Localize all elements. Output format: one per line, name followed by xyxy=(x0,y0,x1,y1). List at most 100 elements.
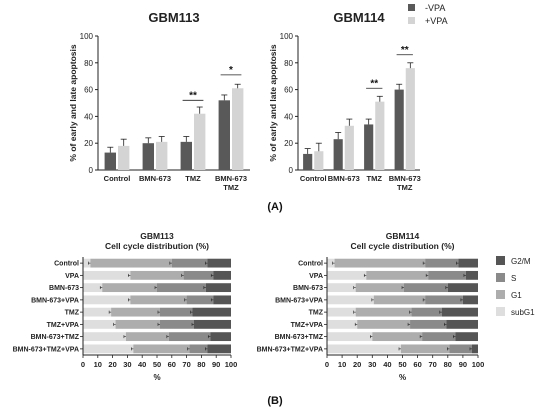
legend-swatch-g1 xyxy=(496,290,505,299)
panel-label-a: (A) xyxy=(267,201,283,213)
y-tick-label: BMN-673+TMZ xyxy=(31,334,80,341)
y-tick-label: 40 xyxy=(84,112,93,121)
bar-segment-g1 xyxy=(133,344,190,354)
bar-neg-vpa xyxy=(104,152,116,170)
bar-segment-subg1 xyxy=(83,319,116,329)
bar-segment-g1 xyxy=(90,258,172,268)
x-tick-label: TMZ xyxy=(223,183,239,192)
y-tick-label: TMZ xyxy=(309,310,324,317)
bar-segment-subg1 xyxy=(83,332,126,342)
y-tick-label: BMN-673+VPA xyxy=(275,297,323,304)
legend-label-subg1: subG1 xyxy=(511,308,535,317)
bar-segment-g2m xyxy=(192,307,231,317)
bar-segment-g1 xyxy=(115,319,160,329)
bar-segment-subg1 xyxy=(327,283,356,293)
bar-segment-s xyxy=(404,283,448,293)
chart-title: GBM114 xyxy=(333,10,385,25)
bar-segment-g1 xyxy=(130,270,184,280)
x-axis-label: % xyxy=(153,373,160,382)
bar-segment-g1 xyxy=(355,307,412,317)
bar-segment-s xyxy=(159,319,194,329)
bar-segment-g2m xyxy=(455,332,478,342)
y-tick-label: 20 xyxy=(284,139,293,148)
y-axis-label: % of early and late apoptosis xyxy=(68,44,78,161)
bar-neg-vpa xyxy=(394,89,404,170)
bar-neg-vpa xyxy=(333,139,343,170)
legend-swatch-neg-vpa xyxy=(408,4,415,11)
y-tick-label: 80 xyxy=(84,59,93,68)
y-tick-label: BMN-673+TMZ+VPA xyxy=(257,346,323,353)
bar-segment-g2m xyxy=(207,258,231,268)
x-tick-label: BMN-673 xyxy=(389,174,421,183)
bar-neg-vpa xyxy=(180,141,192,170)
bar-pos-vpa xyxy=(344,125,354,170)
bar-segment-g1 xyxy=(334,258,426,268)
legend-label-neg-vpa: -VPA xyxy=(425,3,445,13)
bar-segment-subg1 xyxy=(327,307,356,317)
x-tick-label: 60 xyxy=(168,360,176,369)
x-tick-label: 100 xyxy=(472,360,485,369)
bar-segment-g2m xyxy=(441,307,478,317)
x-tick-label: TMZ xyxy=(185,174,201,183)
bar-segment-s xyxy=(159,307,193,317)
bar-neg-vpa xyxy=(364,124,374,170)
x-tick-label: 90 xyxy=(212,360,220,369)
bar-segment-s xyxy=(183,270,214,280)
x-tick-label: 70 xyxy=(182,360,190,369)
bar-segment-s xyxy=(422,332,456,342)
y-tick-label: 80 xyxy=(284,59,293,68)
bar-pos-vpa xyxy=(194,113,206,170)
bar-segment-g1 xyxy=(373,295,426,305)
apoptosis-chart-gbm114: GBM114 % of early and late apoptosis 0 20 40… xyxy=(268,10,421,192)
y-tick-label: Control xyxy=(298,261,323,268)
bar-segment-subg1 xyxy=(327,344,401,354)
x-tick-label: 30 xyxy=(368,360,376,369)
x-tick-label: 50 xyxy=(153,360,161,369)
y-tick-label: VPA xyxy=(309,273,323,280)
x-axis-label: % xyxy=(399,373,406,382)
chart-subtitle: Cell cycle distribution (%) xyxy=(351,241,455,251)
y-tick-label: 60 xyxy=(284,86,293,95)
bar-segment-s xyxy=(171,258,208,268)
bar-segment-g1 xyxy=(355,283,405,293)
x-tick-label: TMZ xyxy=(367,174,383,183)
y-tick-label: 100 xyxy=(80,32,94,41)
y-tick-label: 20 xyxy=(84,139,93,148)
bar-segment-s xyxy=(189,344,208,354)
bar-segment-g2m xyxy=(462,295,478,305)
bar-segment-g1 xyxy=(111,307,160,317)
bar-segment-s xyxy=(425,258,459,268)
bar-segment-s xyxy=(411,307,442,317)
bar-segment-subg1 xyxy=(83,295,131,305)
bar-pos-vpa xyxy=(375,101,385,170)
bar-segment-s xyxy=(428,270,466,280)
bar-segment-g2m xyxy=(446,319,478,329)
legend-b: G2/M S G1 subG1 xyxy=(496,256,535,317)
x-tick-label: BMN-673 xyxy=(215,174,247,183)
bar-segment-g2m xyxy=(210,332,231,342)
legend-label-s: S xyxy=(511,274,516,283)
x-tick-label: 60 xyxy=(413,360,421,369)
legend-swatch-s xyxy=(496,273,505,282)
y-tick-label: 0 xyxy=(289,166,294,175)
y-tick-label: VPA xyxy=(65,273,79,280)
legend-a: -VPA +VPA xyxy=(408,3,448,26)
bar-segment-g2m xyxy=(207,344,231,354)
bar-pos-vpa xyxy=(314,151,324,170)
significance-marker: ** xyxy=(189,90,197,101)
x-tick-label: 80 xyxy=(197,360,205,369)
legend-swatch-pos-vpa xyxy=(408,17,415,24)
y-tick-label: BMN-673+VPA xyxy=(31,297,79,304)
bar-segment-s xyxy=(425,295,463,305)
significance-marker: * xyxy=(229,65,233,76)
legend-swatch-subg1 xyxy=(496,307,505,316)
bar-segment-s xyxy=(410,319,447,329)
apoptosis-chart-gbm113: GBM113 % of early and late apoptosis 0 20 40… xyxy=(68,10,250,192)
y-tick-label: TMZ+VPA xyxy=(291,322,323,329)
chart-title: GBM114 xyxy=(386,231,420,241)
legend-swatch-g2m xyxy=(496,256,505,265)
bar-segment-s xyxy=(157,283,206,293)
bar-segment-s xyxy=(449,344,472,354)
